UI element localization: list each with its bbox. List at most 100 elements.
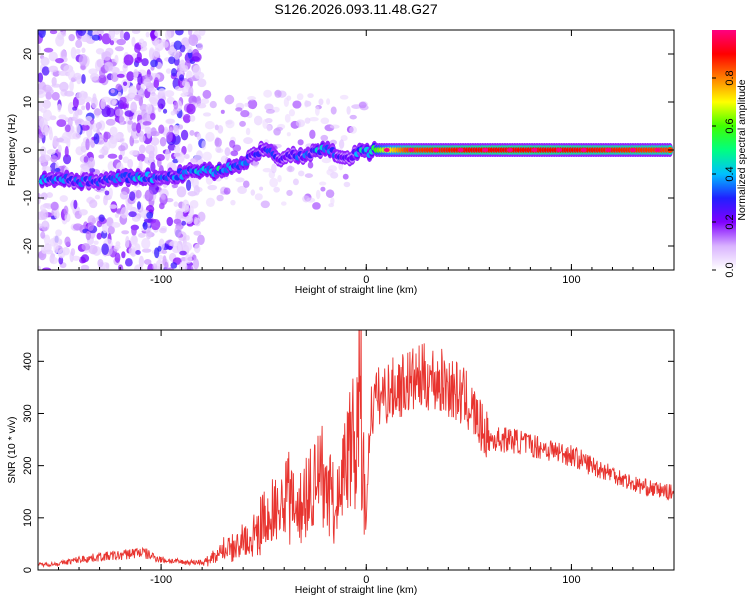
spectrogram-noise-blob [201,140,207,150]
spectrogram-noise-blob [171,67,177,77]
spectrogram-noise-blob [93,133,100,145]
spectrogram-noise-blob [147,87,157,93]
spectrogram-noise-blob [298,170,305,177]
snr-ylabel: SNR (10 * v/v) [6,416,18,483]
spectrogram-noise-blob [141,248,152,253]
spectrogram-noise-blob [264,103,274,111]
spectrogram-noise-blob [169,240,180,247]
spectrogram-noise-blob [263,89,273,98]
spectrogram-noise-blob [104,61,114,72]
spectrogram-noise-blob [307,161,314,169]
spectrogram-noise-blob [80,124,90,131]
spectrogram-noise-blob [38,265,41,270]
spectrogram-noise-blob [167,143,176,151]
spectrogram-noise-blob [113,30,121,35]
spectrogram-noise-blob [41,66,50,76]
spectrogram-noise-blob [106,107,116,117]
spectrogram-noise-blob [180,129,189,141]
spectrogram-noise-blob [273,186,280,193]
spectrogram-noise-blob [164,90,175,98]
spectrogram-ytick-label: -10 [22,190,34,206]
spectrogram-ytick-label: -20 [22,238,34,254]
spectrogram-noise-blob [187,30,193,36]
spectrogram-noise-blob [89,199,98,209]
spectrogram-noise-blob [98,154,105,159]
spectrogram-noise-blob [179,62,186,75]
spectrogram-noise-blob [70,77,76,83]
spectrogram-noise-blob [56,119,67,127]
spectrogram-noise-blob [92,93,97,104]
spectrogram-noise-blob [330,106,337,115]
spectrogram-noise-blob [133,69,139,79]
spectrogram-noise-blob [69,80,74,92]
spectrogram-noise-blob [192,258,200,270]
spectrogram-noise-blob [103,131,111,140]
spectrogram-noise-blob [269,177,279,188]
spectrogram-xtick-label: -100 [150,274,172,286]
snr-xtick-label: 100 [562,574,580,586]
spectrogram-noise-blob [80,264,90,270]
spectrogram-noise-blob [152,263,157,270]
spectrogram-noise-blob [175,30,184,36]
spectrogram-noise-blob [189,129,195,136]
spectrogram-noise-blob [193,243,201,254]
spectrogram-noise-blob [105,262,110,269]
spectrogram-noise-blob [292,100,302,109]
spectrogram-noise-blob [97,258,104,268]
spectrogram-noise-blob [326,98,331,105]
spectrogram-noise-blob [38,133,44,139]
spectrogram-noise-blob [326,168,335,176]
spectrogram-noise-blob [173,101,179,110]
spectrogram-noise-blob [141,42,148,48]
spectrogram-noise-blob [302,195,310,203]
spectrogram-noise-blob [150,127,157,137]
spectrogram-noise-blob [81,105,86,111]
spectrogram-noise-blob [56,137,64,143]
spectrogram-noise-blob [181,220,187,226]
spectrogram-noise-blob [119,96,127,104]
spectrogram-peak [433,148,440,152]
spectrogram-noise-blob [159,136,167,147]
spectrogram-noise-blob [99,149,104,154]
spectrogram-noise-blob [85,230,91,241]
spectrogram-noise-blob [103,141,111,151]
spectrogram-noise-blob [343,181,351,188]
spectrogram-noise-blob [173,152,181,157]
spectrogram-noise-blob [188,77,197,82]
figure-title: S126.2026.093.11.48.G27 [274,1,437,17]
spectrogram-noise-blob [131,36,136,47]
spectrogram-noise-blob [217,124,224,134]
spectrogram-noise-blob [185,179,192,191]
spectrogram-noise-blob [129,149,139,156]
spectrogram-noise-blob [126,71,135,82]
spectrogram-noise-blob [340,135,348,142]
spectrogram-noise-blob [321,157,332,164]
spectrogram-peak [408,148,415,152]
spectrogram-noise-blob [259,186,264,191]
spectrogram-noise-blob [202,151,212,161]
spectrogram-noise-blob [138,232,146,238]
spectrogram-noise-blob [297,139,304,146]
snr-ytick-label: 200 [22,456,34,474]
spectrogram-noise-blob [193,185,200,196]
spectrogram-noise-blob [122,156,129,164]
spectrogram-noise-blob [115,83,123,92]
spectrogram-noise-blob [102,223,108,234]
spectrogram-noise-blob [122,63,128,73]
spectrogram-noise-blob [277,174,282,183]
spectrogram-noise-blob [100,98,106,110]
spectrogram-noise-blob [75,48,81,55]
spectrogram-noise-blob [185,81,190,90]
spectrogram-ytick-label: 20 [22,48,34,60]
spectrogram-noise-blob [205,131,215,142]
spectrogram-noise-blob [59,81,69,92]
spectrogram-noise-blob [188,85,194,97]
spectrogram-peak [629,148,636,152]
spectrogram-noise-blob [113,244,121,250]
spectrogram-noise-blob [153,77,160,89]
snr-xtick-label: 0 [363,574,369,586]
spectrogram-ytick-label: 10 [22,96,34,108]
spectrogram-noise-blob [325,189,335,198]
